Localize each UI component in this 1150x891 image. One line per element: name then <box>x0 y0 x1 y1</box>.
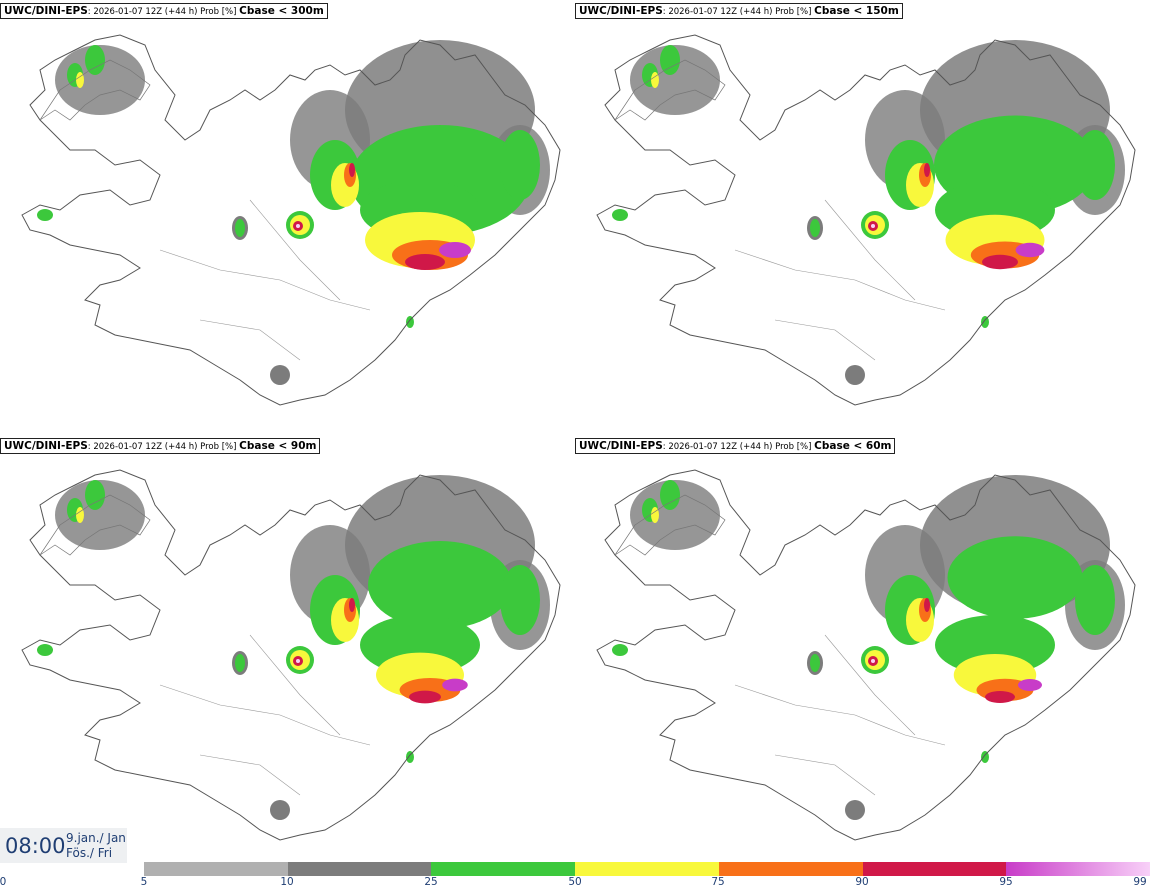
colorbar-tick: 5 <box>140 876 148 888</box>
colorbar-segment-50-75 <box>575 862 719 876</box>
valid-date-line2: Fös./ Fri <box>66 846 113 860</box>
model-name: UWC/DINI-EPS <box>4 5 88 17</box>
panel-title: UWC/DINI-EPS: 2026-01-07 12Z (+44 h) Pro… <box>0 3 328 19</box>
panel-title: UWC/DINI-EPS: 2026-01-07 12Z (+44 h) Pro… <box>575 438 896 454</box>
colorbar-tick: 95 <box>999 876 1013 888</box>
colorbar-tick: 90 <box>855 876 869 888</box>
colorbar-tick: 0 <box>0 876 7 888</box>
variable-name: Cbase < 60m <box>814 440 892 452</box>
map-panel-3: UWC/DINI-EPS: 2026-01-07 12Z (+44 h) Pro… <box>0 435 575 870</box>
run-info: : 2026-01-07 12Z (+44 h) Prob [%] <box>87 7 240 17</box>
model-name: UWC/DINI-EPS <box>579 440 663 452</box>
run-info: : 2026-01-07 12Z (+44 h) Prob [%] <box>662 7 815 17</box>
valid-time-box: 08:00 9.jan./ Jan Fös./ Fri <box>0 828 127 863</box>
model-name: UWC/DINI-EPS <box>4 440 88 452</box>
iceland-map <box>596 34 1136 406</box>
colorbar-tick: 50 <box>568 876 582 888</box>
colorbar-segment-95-99 <box>1006 862 1150 876</box>
colorbar-segment-10-25 <box>287 862 432 876</box>
iceland-map <box>596 469 1136 841</box>
model-name: UWC/DINI-EPS <box>579 5 663 17</box>
run-info: : 2026-01-07 12Z (+44 h) Prob [%] <box>662 442 815 452</box>
variable-name: Cbase < 150m <box>814 5 899 17</box>
colorbar-segment-90-95 <box>862 862 1007 876</box>
iceland-map <box>21 469 561 841</box>
panel-title: UWC/DINI-EPS: 2026-01-07 12Z (+44 h) Pro… <box>0 438 321 454</box>
map-panel-4: UWC/DINI-EPS: 2026-01-07 12Z (+44 h) Pro… <box>575 435 1150 870</box>
valid-date-line1: 9.jan./ Jan <box>66 831 126 845</box>
colorbar-segment-75-90 <box>718 862 863 876</box>
variable-name: Cbase < 300m <box>239 5 324 17</box>
colorbar-tick: 75 <box>711 876 725 888</box>
valid-time: 08:00 <box>5 834 66 858</box>
colorbar-segment-5-10 <box>144 862 288 876</box>
colorbar-segment-25-50 <box>431 862 576 876</box>
colorbar-tick: 99 <box>1133 876 1147 888</box>
map-panel-1: UWC/DINI-EPS: 2026-01-07 12Z (+44 h) Pro… <box>0 0 575 435</box>
colorbar-tick: 10 <box>280 876 294 888</box>
run-info: : 2026-01-07 12Z (+44 h) Prob [%] <box>87 442 240 452</box>
map-panel-2: UWC/DINI-EPS: 2026-01-07 12Z (+44 h) Pro… <box>575 0 1150 435</box>
colorbar-tick: 25 <box>424 876 438 888</box>
variable-name: Cbase < 90m <box>239 440 317 452</box>
colorbar-ticks: 0 5 10 25 50 75 90 95 99 <box>0 876 1150 891</box>
iceland-map <box>21 34 561 406</box>
probability-colorbar <box>144 862 1150 876</box>
panel-title: UWC/DINI-EPS: 2026-01-07 12Z (+44 h) Pro… <box>575 3 903 19</box>
